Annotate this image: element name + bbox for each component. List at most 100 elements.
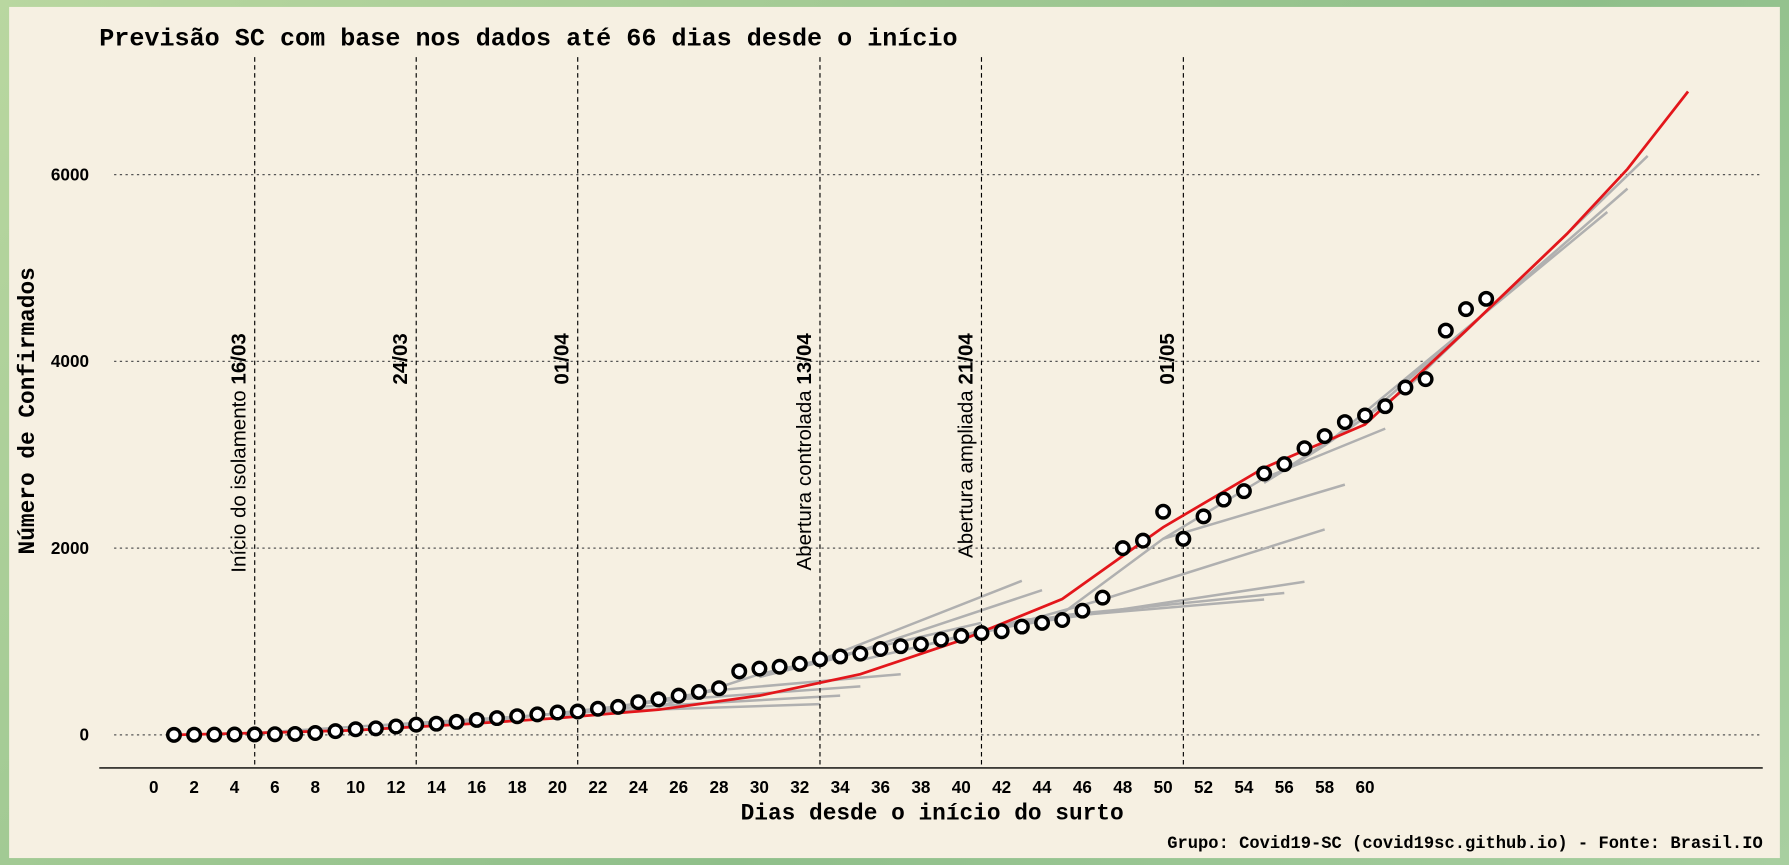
forecast-line (1061, 483, 1346, 615)
event-date: 24/03 (389, 333, 412, 384)
data-point (206, 726, 223, 743)
event-label: Abertura controlada 13/04 (793, 333, 816, 571)
data-point (892, 638, 909, 655)
data-point (832, 648, 849, 665)
event-date: 21/04 (954, 333, 977, 385)
event-label: 01/04 (551, 333, 574, 385)
x-tick-label: 26 (669, 778, 688, 797)
x-tick-label: 12 (387, 778, 406, 797)
event-date: 01/04 (551, 333, 574, 385)
data-point (1114, 540, 1131, 557)
event-label: Abertura ampliada 21/04 (954, 333, 977, 558)
data-point (287, 725, 304, 742)
data-point (751, 660, 768, 677)
data-point (408, 716, 425, 733)
y-axis-label: Número de Confirmados (15, 267, 41, 554)
data-point (872, 640, 889, 657)
x-tick-label: 36 (871, 778, 890, 797)
data-point (1458, 301, 1474, 318)
x-tick-label: 14 (427, 778, 447, 797)
x-axis-label: Dias desde o início do surto (741, 800, 1124, 826)
x-tick-label: 40 (952, 778, 971, 797)
x-tick-label: 58 (1315, 778, 1334, 797)
data-point (973, 625, 990, 642)
data-point (448, 713, 465, 730)
data-point (1417, 371, 1434, 388)
data-point (1215, 491, 1232, 508)
x-tick-label: 30 (750, 778, 769, 797)
data-point (852, 645, 869, 662)
data-point (731, 663, 748, 680)
data-point (953, 627, 970, 644)
data-point (1377, 398, 1394, 415)
y-tick-label: 0 (79, 726, 89, 745)
data-point (650, 691, 667, 708)
x-tick-label: 8 (311, 778, 321, 797)
event-text: Abertura ampliada (954, 390, 977, 558)
data-point (388, 718, 405, 735)
data-point (347, 721, 364, 738)
data-point (367, 720, 384, 737)
data-point (811, 651, 828, 668)
x-tick-label: 18 (508, 778, 527, 797)
x-tick-label: 4 (230, 778, 240, 797)
x-tick-label: 42 (992, 778, 1011, 797)
data-point (1316, 428, 1333, 445)
data-point (630, 694, 647, 711)
y-tick-label: 2000 (51, 539, 89, 558)
x-tick-label: 38 (911, 778, 930, 797)
data-point (307, 725, 324, 742)
data-point (771, 658, 788, 675)
x-tick-label: 46 (1073, 778, 1092, 797)
x-tick-label: 44 (1033, 778, 1053, 797)
data-point (589, 700, 606, 717)
data-point (791, 655, 808, 672)
data-point (1357, 407, 1374, 424)
data-point (1034, 614, 1051, 631)
data-point (1054, 612, 1071, 629)
data-point (165, 726, 182, 743)
data-point (428, 715, 445, 732)
data-point (711, 680, 728, 697)
y-tick-label: 6000 (51, 165, 89, 184)
event-date: 13/04 (793, 333, 816, 385)
data-point (690, 683, 707, 700)
data-point (569, 703, 586, 720)
data-point (1478, 290, 1495, 307)
data-point (1094, 589, 1111, 606)
x-tick-label: 2 (189, 778, 199, 797)
data-point (549, 704, 566, 721)
data-point (1155, 503, 1172, 520)
data-point (993, 623, 1010, 640)
event-date: 16/03 (228, 333, 251, 384)
x-tick-label: 34 (831, 778, 851, 797)
x-tick-label: 10 (346, 778, 365, 797)
x-tick-label: 20 (548, 778, 567, 797)
data-point (1437, 322, 1454, 339)
data-point (1256, 465, 1273, 482)
x-tick-label: 60 (1356, 778, 1375, 797)
data-point (933, 631, 950, 648)
x-tick-label: 56 (1275, 778, 1294, 797)
data-point (509, 708, 526, 725)
event-label: 01/05 (1156, 333, 1179, 384)
data-point (1276, 456, 1293, 473)
x-tick-label: 54 (1234, 778, 1254, 797)
data-point (1397, 379, 1414, 396)
chart-title: Previsão SC com base nos dados até 66 di… (99, 25, 957, 54)
data-point (529, 706, 546, 723)
data-point (226, 726, 243, 743)
data-point (610, 698, 627, 715)
data-point (246, 726, 263, 743)
x-tick-label: 16 (467, 778, 486, 797)
data-point (1134, 532, 1151, 549)
x-tick-label: 6 (270, 778, 280, 797)
data-point (1296, 440, 1313, 457)
data-point (1074, 602, 1091, 619)
event-text: Abertura controlada (793, 390, 816, 571)
event-date: 01/05 (1156, 333, 1179, 384)
x-tick-label: 48 (1113, 778, 1132, 797)
x-tick-label: 28 (710, 778, 729, 797)
data-point (186, 726, 203, 743)
